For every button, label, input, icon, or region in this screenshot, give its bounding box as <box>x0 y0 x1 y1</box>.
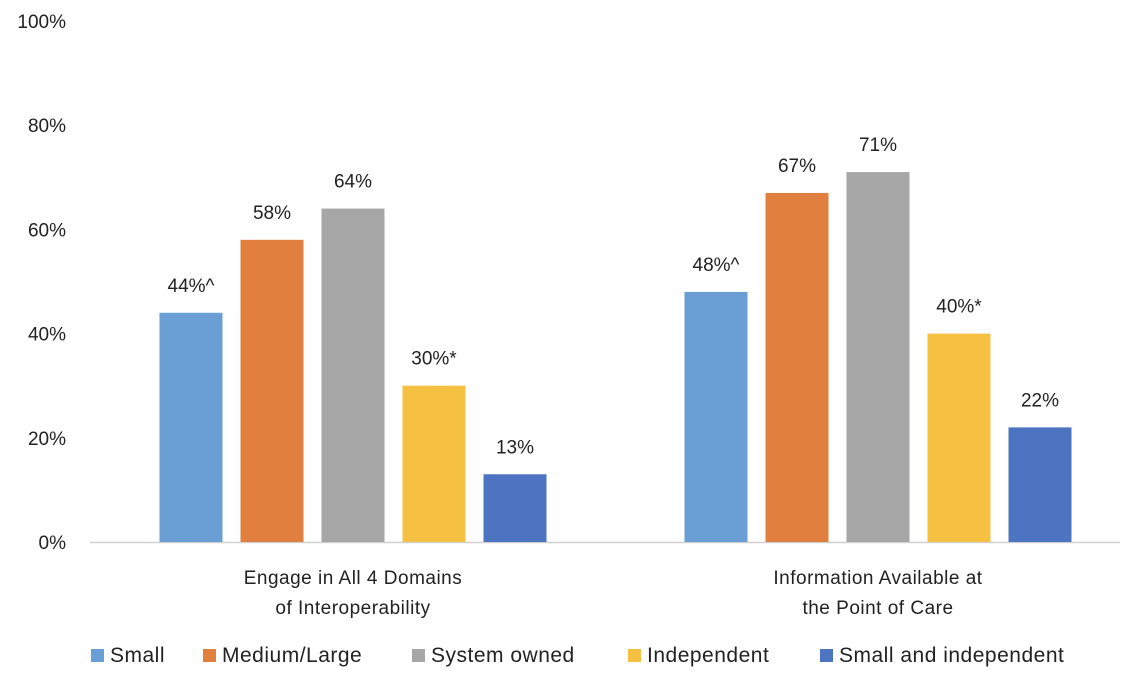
bar-independent <box>927 333 991 542</box>
bar-medium-large <box>240 239 304 542</box>
category-label: of Interoperability <box>275 598 430 619</box>
bar-system-owned <box>846 172 910 542</box>
y-tick-label: 0% <box>39 533 67 554</box>
legend-label: Small <box>110 644 165 667</box>
data-label: 40%* <box>936 297 982 318</box>
y-tick-label: 20% <box>28 429 66 450</box>
legend-label: System owned <box>431 644 575 667</box>
y-tick-label: 60% <box>28 220 66 241</box>
bar-small <box>684 291 748 542</box>
category-label: the Point of Care <box>802 598 953 619</box>
data-label: 22% <box>1021 390 1059 411</box>
category-label: Engage in All 4 Domains <box>244 568 463 589</box>
legend-label: Independent <box>647 644 769 667</box>
data-label: 13% <box>496 437 534 458</box>
legend-label: Small and independent <box>839 644 1064 667</box>
data-label: 48%^ <box>693 255 740 276</box>
data-label: 71% <box>859 135 897 156</box>
bar-system-owned <box>321 208 385 542</box>
category-label: Information Available at <box>773 568 982 589</box>
y-tick-label: 80% <box>28 116 66 137</box>
bar-independent <box>402 385 466 542</box>
y-tick-label: 40% <box>28 325 66 346</box>
data-label: 58% <box>253 203 291 224</box>
bar-small <box>159 312 223 542</box>
bar-small-and-independent <box>483 474 547 542</box>
legend-label: Medium/Large <box>222 644 362 667</box>
legend-swatch <box>820 649 833 662</box>
data-label: 64% <box>334 172 372 193</box>
y-tick-label: 100% <box>17 12 66 33</box>
legend-swatch <box>628 649 641 662</box>
legend-swatch <box>412 649 425 662</box>
bar-medium-large <box>765 192 829 542</box>
legend-swatch <box>91 649 104 662</box>
data-label: 44%^ <box>168 276 215 297</box>
bar-small-and-independent <box>1008 427 1072 542</box>
data-label: 30%* <box>411 349 457 370</box>
data-label: 67% <box>778 156 816 177</box>
legend-swatch <box>203 649 216 662</box>
